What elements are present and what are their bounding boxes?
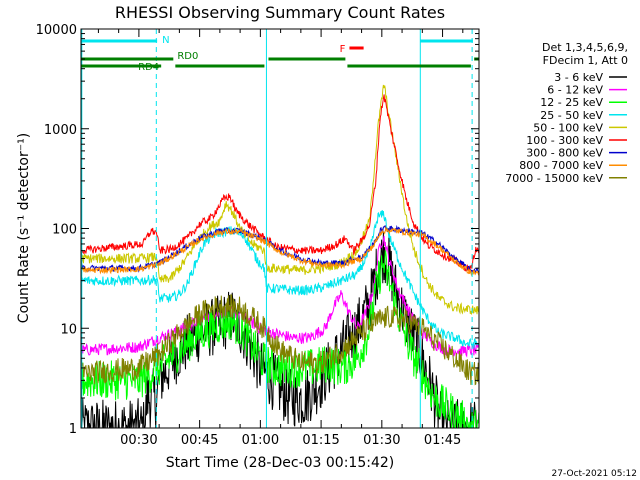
legend-label-3: 12 - 25 keV	[540, 96, 603, 109]
legend-header-line-2: FDecim 1, Att 0	[543, 54, 628, 67]
y-tick-label-2: 10	[60, 322, 77, 337]
chart-title: RHESSI Observing Summary Count Rates	[115, 3, 445, 22]
legend-label-5: 50 - 100 keV	[533, 121, 603, 134]
x-tick-label-6: 01:45	[424, 433, 461, 448]
x-tick-label-2: 00:45	[181, 433, 218, 448]
flag-rd4-label: RD4	[138, 62, 159, 73]
legend-header-line-1: Det 1,3,4,5,6,9,	[542, 41, 628, 54]
flag-f-label: F	[340, 44, 346, 55]
flag-layer: N F RD0 RD4	[81, 35, 479, 73]
series-line-7	[81, 224, 479, 275]
x-tick-label-1: 00:30	[120, 433, 157, 448]
y-axis-label: Count Rate (s⁻¹ detector⁻¹)	[16, 133, 32, 323]
flag-rd0-label: RD0	[177, 51, 198, 62]
legend-label-2: 6 - 12 keV	[547, 84, 603, 97]
legend: Det 1,3,4,5,6,9,FDecim 1, Att 0 3 - 6 keV…	[505, 41, 628, 185]
y-tick-label-4: 1000	[44, 123, 77, 138]
series-line-6	[81, 94, 479, 274]
x-tick-label-3: 01:00	[242, 433, 279, 448]
legend-label-1: 3 - 6 keV	[554, 71, 603, 84]
legend-label-6: 100 - 300 keV	[526, 134, 603, 147]
series-line-5	[81, 84, 479, 315]
x-tick-label-5: 01:30	[363, 433, 400, 448]
legend-label-4: 25 - 50 keV	[540, 109, 603, 122]
x-tick-label-4: 01:15	[302, 433, 339, 448]
footer-date: 27-Oct-2021 05:12	[552, 469, 637, 479]
y-tick-label-3: 100	[52, 223, 77, 238]
series-line-1	[81, 231, 479, 428]
legend-label-7: 300 - 800 keV	[526, 147, 603, 160]
y-tick-label-5: 10000	[36, 23, 77, 38]
legend-label-8: 800 - 7000 keV	[519, 159, 603, 172]
axis-layer: 1 10 100 1000 10000 00:30 00:45 01:00 01:15 01:30…	[36, 23, 479, 448]
series-line-4	[81, 209, 479, 349]
y-tick-label-1: 1	[69, 422, 77, 437]
series-line-8	[81, 225, 479, 276]
series-layer	[81, 84, 479, 428]
series-line-2	[81, 235, 479, 358]
flag-n-label: N	[162, 35, 169, 46]
legend-label-9: 7000 - 15000 keV	[505, 172, 603, 185]
series-line-9	[81, 293, 479, 386]
x-axis-label: Start Time (28-Dec-03 00:15:42)	[166, 455, 394, 471]
